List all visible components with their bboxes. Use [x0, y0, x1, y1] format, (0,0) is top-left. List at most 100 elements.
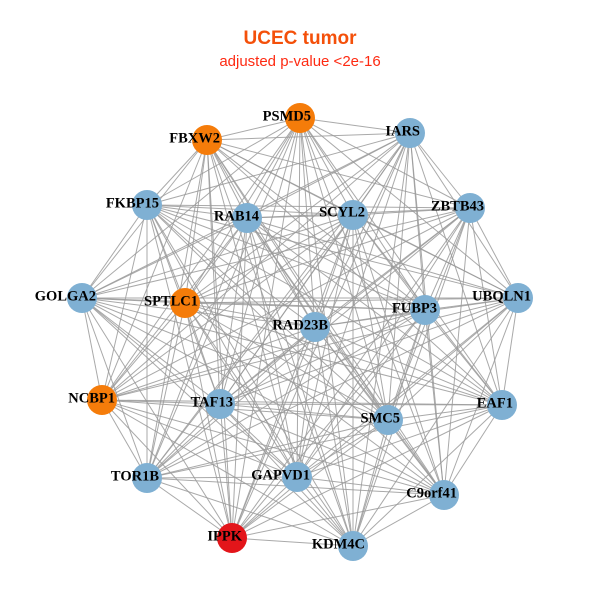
- network-edge: [81, 297, 148, 479]
- network-edge: [146, 403, 221, 479]
- network-node-golga2[interactable]: [67, 283, 97, 313]
- network-edge: [231, 326, 316, 539]
- network-edge: [219, 117, 301, 405]
- network-edge: [424, 207, 471, 311]
- network-edge: [184, 302, 503, 406]
- network-edge: [101, 399, 389, 421]
- network-edge: [146, 217, 248, 479]
- network-edge: [296, 476, 445, 496]
- network-edge: [81, 297, 354, 547]
- network-edge: [101, 204, 148, 401]
- network-edge: [146, 477, 233, 539]
- network-edge: [146, 204, 316, 328]
- network-edge: [184, 214, 354, 304]
- network-edge: [443, 297, 519, 496]
- network-node-fkbp15[interactable]: [132, 190, 162, 220]
- network-edge: [146, 204, 519, 299]
- network-edge: [146, 204, 503, 406]
- network-node-zbtb43[interactable]: [455, 193, 485, 223]
- network-edge: [184, 302, 354, 547]
- network-edge: [81, 207, 471, 299]
- network-node-smc5[interactable]: [373, 405, 403, 435]
- network-edge: [184, 217, 248, 304]
- network-edge: [206, 139, 471, 209]
- network-edge: [146, 302, 186, 479]
- network-edge: [352, 207, 471, 216]
- network-node-rad23b[interactable]: [300, 312, 330, 342]
- network-edge: [184, 207, 471, 304]
- network-edge: [184, 139, 208, 304]
- network-edge: [314, 214, 354, 328]
- network-edge: [206, 139, 298, 478]
- network-edge: [184, 132, 411, 304]
- network-edge: [81, 204, 148, 299]
- network-edge: [246, 217, 316, 328]
- network-edge: [469, 207, 503, 406]
- network-edge: [81, 297, 389, 421]
- network-node-sptlc1[interactable]: [170, 288, 200, 318]
- network-edge: [206, 139, 354, 547]
- network-edge: [219, 214, 354, 405]
- network-edge: [314, 132, 411, 328]
- network-node-psmd5[interactable]: [285, 103, 315, 133]
- network-edge: [184, 302, 389, 421]
- node-layer: [67, 103, 533, 561]
- network-edge: [409, 132, 503, 406]
- network-node-scyl2[interactable]: [338, 200, 368, 230]
- network-node-ncbp1[interactable]: [87, 385, 117, 415]
- network-node-c9orf41[interactable]: [429, 480, 459, 510]
- network-node-kdm4c[interactable]: [338, 531, 368, 561]
- network-edge: [101, 214, 354, 401]
- network-edge: [146, 132, 411, 206]
- network-edge: [296, 297, 519, 478]
- network-edge: [246, 217, 519, 299]
- network-edge: [81, 297, 103, 401]
- network-edge: [146, 404, 503, 479]
- network-edge: [219, 403, 233, 539]
- network-node-rab14[interactable]: [232, 203, 262, 233]
- network-edge: [81, 297, 221, 405]
- network-edge: [314, 326, 354, 547]
- network-edge: [146, 309, 426, 479]
- network-edge: [424, 309, 445, 496]
- network-edge: [81, 117, 301, 299]
- network-node-fbxw2[interactable]: [192, 125, 222, 155]
- network-edge: [387, 297, 519, 421]
- network-edge: [299, 117, 354, 216]
- network-edge: [352, 494, 445, 547]
- network-edge: [81, 297, 298, 478]
- network-node-fubp3[interactable]: [410, 295, 440, 325]
- network-edge: [101, 309, 426, 401]
- network-edge: [184, 302, 445, 496]
- network-edge: [231, 309, 426, 539]
- network-edge: [146, 204, 248, 219]
- network-edge: [101, 399, 298, 478]
- network-edge: [296, 326, 316, 478]
- network-edge: [184, 302, 221, 405]
- network-edge: [206, 132, 411, 141]
- network-edge: [184, 302, 233, 539]
- network-node-eaf1[interactable]: [487, 390, 517, 420]
- network-node-ippk[interactable]: [217, 523, 247, 553]
- network-edge: [352, 419, 389, 547]
- network-edge: [296, 207, 471, 478]
- network-edge: [206, 117, 301, 141]
- network-edge: [81, 297, 445, 496]
- network-node-ubqln1[interactable]: [503, 283, 533, 313]
- network-edge: [81, 297, 503, 406]
- network-edge: [146, 204, 389, 421]
- network-edge: [296, 419, 389, 478]
- network-edge: [101, 399, 148, 479]
- network-edge: [296, 214, 354, 478]
- network-node-taf13[interactable]: [205, 389, 235, 419]
- network-node-tor1b[interactable]: [132, 463, 162, 493]
- network-edge: [352, 404, 503, 547]
- network-edge: [501, 297, 519, 406]
- network-edge: [296, 404, 503, 478]
- network-edge: [146, 476, 298, 479]
- network-node-iars[interactable]: [395, 118, 425, 148]
- network-edge: [352, 214, 389, 421]
- network-edge: [231, 494, 445, 539]
- network-node-gapvd1[interactable]: [282, 462, 312, 492]
